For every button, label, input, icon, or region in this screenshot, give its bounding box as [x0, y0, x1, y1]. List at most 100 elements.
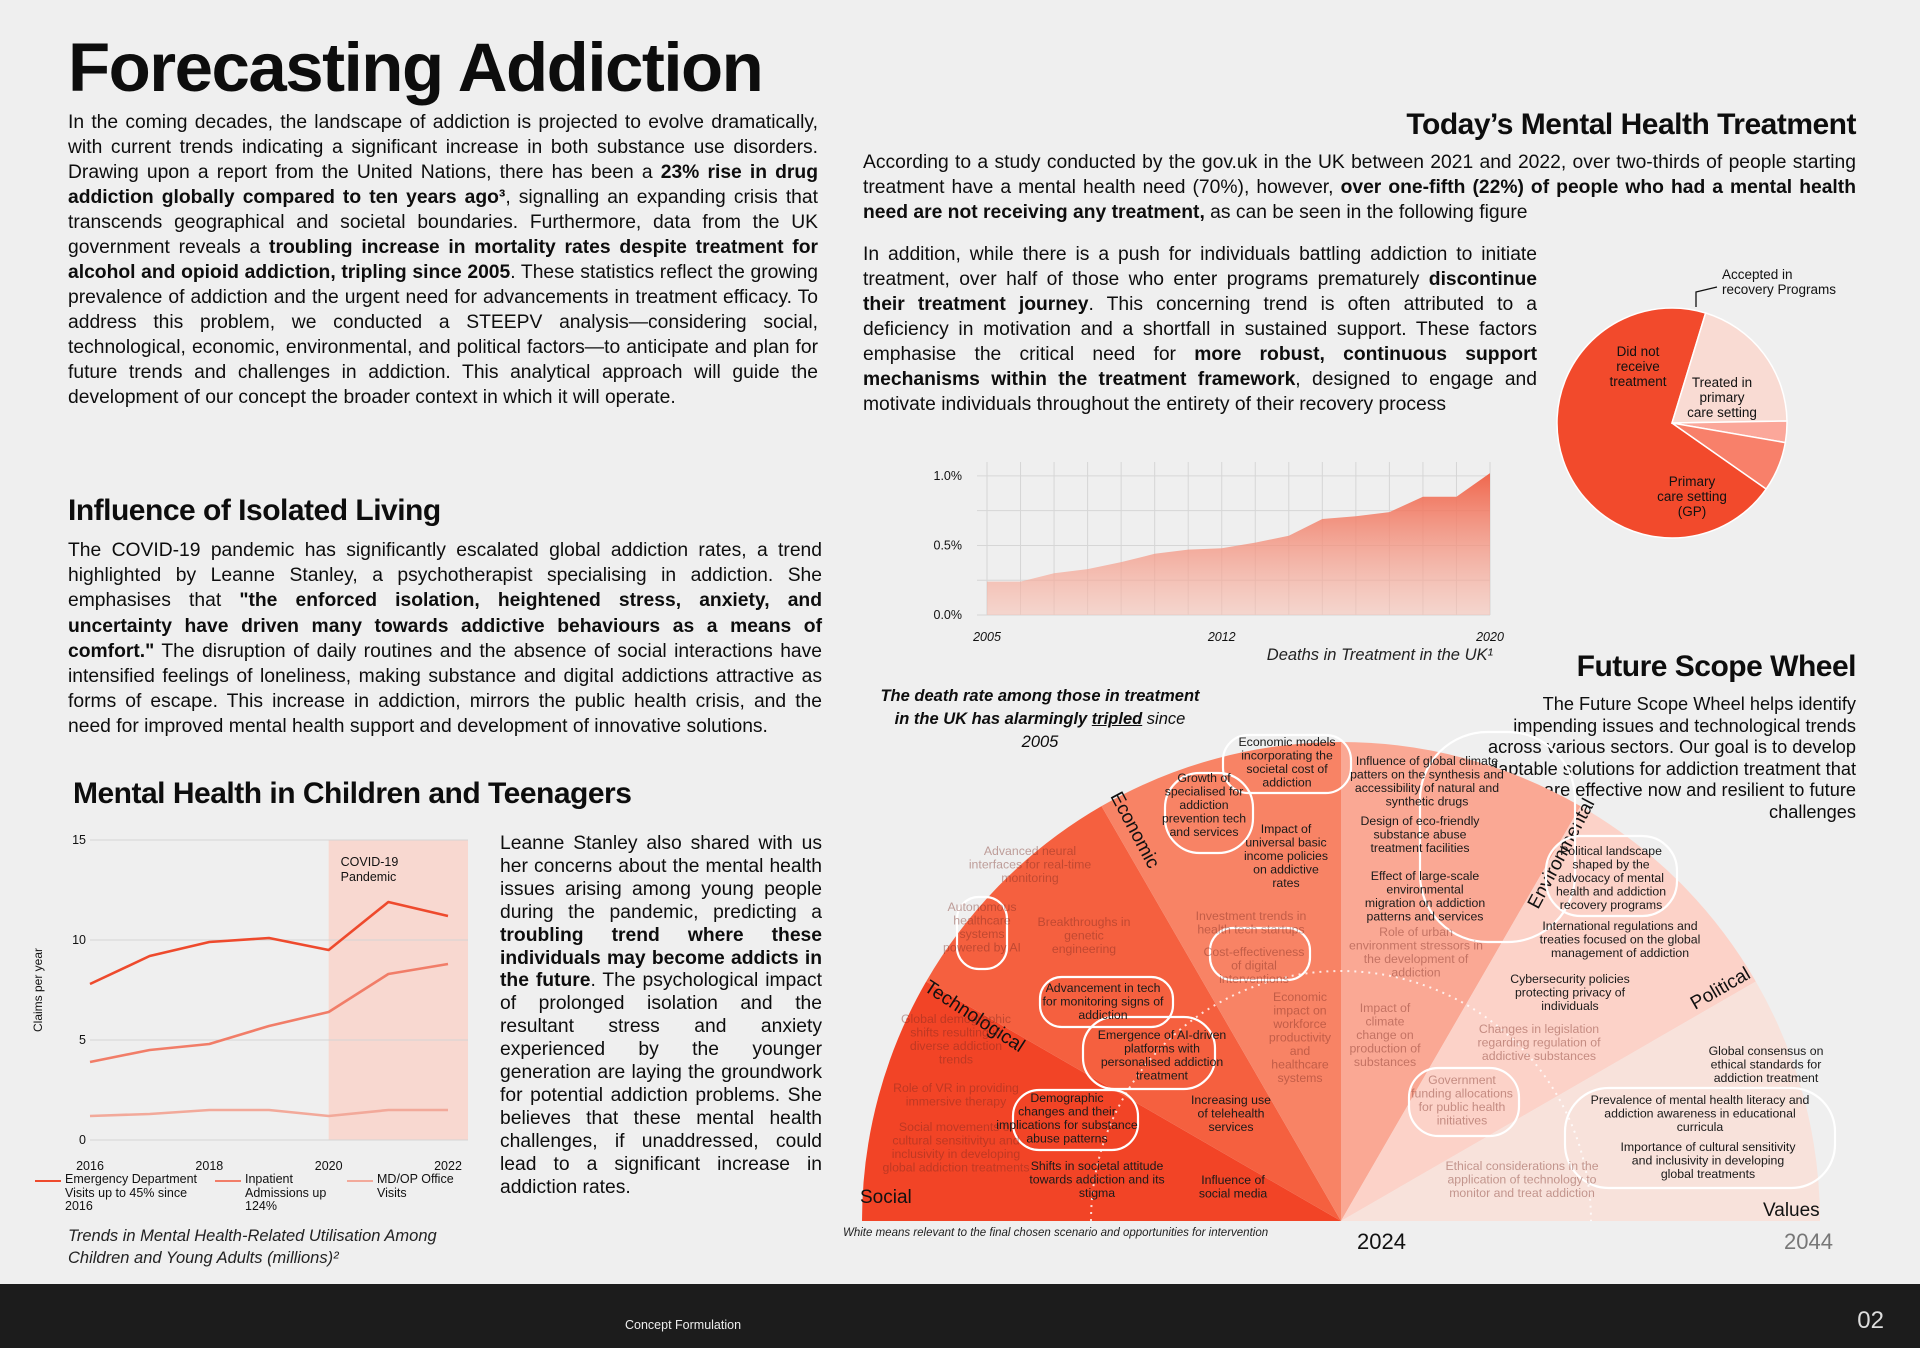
highlight-blob — [1407, 1066, 1521, 1138]
wheel-item-p3: Cybersecurity policies protecting privacy… — [1510, 972, 1630, 1013]
y-tick-label: 15 — [72, 833, 86, 847]
wheel-item-val3: Importance of cultural sensitivity and in… — [1621, 1140, 1797, 1181]
pie-label-treated-primary: Treated in primary care setting — [1687, 375, 1757, 420]
y-axis-label: Claims per year — [31, 948, 45, 1032]
wheel-item-t5: Emergence of AI-driven platforms with pers… — [1098, 1028, 1227, 1083]
y-tick-label: 0 — [79, 1133, 86, 1147]
highlight-blob — [1011, 1088, 1140, 1152]
wheel-footnote: White means relevant to the final chosen… — [843, 1227, 1269, 1239]
text-run: According to a study conducted by the go… — [863, 152, 1856, 198]
text-run: . The psychological impact of prolonged … — [500, 970, 822, 1198]
wheel-item-e2: Economic models incorporating the societal… — [1238, 735, 1335, 790]
wheel-item-p2: International regulations and treaties fo… — [1540, 919, 1701, 960]
pie-slice-0 — [1556, 307, 1768, 539]
legend-label-office: MD/OP Office Visits — [377, 1172, 454, 1200]
legend-label-inpatient: Inpatient Admissions up 124% — [245, 1172, 327, 1213]
children-paragraph: Leanne Stanley also shared with us her c… — [500, 833, 822, 1200]
footer-bar — [0, 1284, 1920, 1348]
highlight-blob — [1163, 771, 1255, 855]
pie-slice-3 — [1671, 422, 1787, 491]
wheel-item-v3: Effect of large-scale environmental migrat… — [1365, 869, 1485, 924]
covid-region-label: COVID-19 Pandemic — [341, 855, 399, 884]
text-run: since 2005 — [1021, 710, 1186, 751]
death-rate-note: The death rate among those in treatment … — [880, 685, 1200, 754]
wheel-item-s1: Global demographic shifts resulting in div… — [901, 1012, 1011, 1067]
highlight-blob — [1418, 730, 1577, 944]
highlight-blob — [955, 895, 1009, 971]
section-heading-scope: Future Scope Wheel — [1576, 650, 1857, 683]
wedge-social — [862, 981, 1341, 1221]
highlight-blob — [1544, 834, 1679, 918]
text-run: , designed to engage and motivate indivi… — [863, 369, 1537, 415]
pie-slice-1 — [1670, 312, 1788, 424]
text-run: , signalling an expanding crisis that tr… — [68, 187, 818, 258]
treatment-paragraph-2: In addition, while there is a push for i… — [863, 242, 1537, 417]
text-run: troubling trend where these individuals … — [500, 924, 822, 992]
wheel-item-v4: Role of urban environment stressors in the… — [1349, 925, 1483, 980]
wedge-values — [1341, 981, 1820, 1221]
highlight-blob — [1221, 733, 1353, 795]
legend-swatch-inpatient — [215, 1180, 241, 1182]
x-tick-label: 2018 — [195, 1159, 223, 1173]
series-line-2 — [89, 1108, 448, 1118]
wheel-item-val4: Ethical considerations in the application… — [1445, 1159, 1598, 1200]
area-chart-caption: Deaths in Treatment in the UK¹ — [1266, 646, 1493, 664]
text-run: "the enforced isolation, heightened stre… — [68, 590, 822, 662]
text-run: . These statistics reflect the growing p… — [68, 262, 818, 408]
y-tick-label: 1.0% — [934, 469, 963, 483]
highlight-blob — [1563, 1086, 1837, 1190]
highlight-blob — [1081, 1015, 1217, 1091]
wheel-item-t2: Advanced neural interfaces for real-time m… — [969, 844, 1091, 885]
y-tick-label: 0.5% — [934, 538, 963, 552]
text-run: The COVID-19 pandemic has significantly … — [68, 540, 822, 612]
wheel-item-s5: Influence of social media — [1199, 1173, 1268, 1201]
wheel-item-s4: Shifts in societal attitude towards addic… — [1029, 1159, 1164, 1200]
deaths-area — [987, 473, 1490, 615]
wheel-item-t4: Advancement in tech for monitoring signs … — [1043, 981, 1165, 1022]
legend-swatch-emergency — [35, 1180, 61, 1182]
wheel-item-val2: Prevalence of mental health literacy and… — [1591, 1093, 1810, 1134]
wheel-item-s2: Role of VR in providing immersive therapy — [893, 1081, 1019, 1109]
text-run: tripled — [1091, 710, 1143, 728]
wheel-item-p4: Changes in legislation regarding regulati… — [1477, 1022, 1601, 1063]
y-tick-label: 5 — [79, 1033, 86, 1047]
wheel-item-val1: Global consensus on ethical standards for… — [1709, 1044, 1824, 1085]
text-run: The disruption of daily routines and the… — [68, 640, 822, 738]
sector-label-social: Social — [860, 1187, 912, 1208]
wheel-item-t6: Demographic changes and their implications… — [996, 1091, 1138, 1146]
x-tick-label: 2005 — [972, 630, 1001, 644]
wedge-environmental — [1341, 742, 1581, 1221]
year-label-now: 2024 — [1357, 1229, 1406, 1254]
text-run: The death rate among those in treatment … — [880, 687, 1200, 728]
x-tick-label: 2016 — [76, 1159, 104, 1173]
wedge-technological — [926, 806, 1341, 1221]
wheel-item-t3: Breakthroughs in genetic engineering — [1038, 915, 1131, 956]
text-run: over one-fifth (22%) of people who had a… — [863, 177, 1856, 223]
text-run: discontinue their treatment journey — [863, 269, 1537, 315]
series-line-1 — [89, 962, 449, 1064]
wheel-item-e4: Investment trends in health tech startups — [1196, 909, 1307, 937]
text-run: . This concerning trend is often attribu… — [863, 294, 1537, 365]
section-heading-children: Mental Health in Children and Teenagers — [73, 777, 632, 810]
wheel-item-e1: Growth of specialised for addiction prevent… — [1162, 771, 1246, 839]
wheel-item-t7: Increasing use of telehealth services — [1191, 1093, 1271, 1134]
wheel-item-e6: Economic impact on workforce productivity an… — [1269, 990, 1332, 1085]
wheel-item-v5: Impact of climate change on production of su… — [1349, 1001, 1421, 1069]
x-tick-label: 2012 — [1207, 630, 1236, 644]
page-number: 02 — [1857, 1307, 1884, 1334]
wedge-economic — [1101, 742, 1341, 1221]
wheel-item-v1: Influence of global climate patters on th… — [1350, 754, 1504, 809]
treatment-pie-chart: Primary care setting (GP) Did not receive tre… — [1556, 267, 1836, 539]
x-tick-label: 2020 — [315, 1159, 343, 1173]
section-heading-treatment: Today’s Mental Health Treatment — [1406, 108, 1856, 141]
wheel-item-e5: Cost-effectiveness of digital intervention… — [1204, 945, 1305, 986]
text-run: troubling increase in mortality rates de… — [68, 237, 818, 283]
wheel-item-e3: Impact of universal basic income policies o… — [1244, 822, 1328, 890]
pie-label-primary-care: Primary care setting (GP) — [1657, 474, 1727, 519]
x-tick-label: 2022 — [434, 1159, 462, 1173]
pie-label-no-treatment: Did not receive treatment — [1609, 344, 1666, 389]
legend-swatch-office — [347, 1180, 373, 1182]
isolation-paragraph: The COVID-19 pandemic has significantly … — [68, 538, 822, 740]
y-tick-label: 10 — [72, 933, 86, 947]
